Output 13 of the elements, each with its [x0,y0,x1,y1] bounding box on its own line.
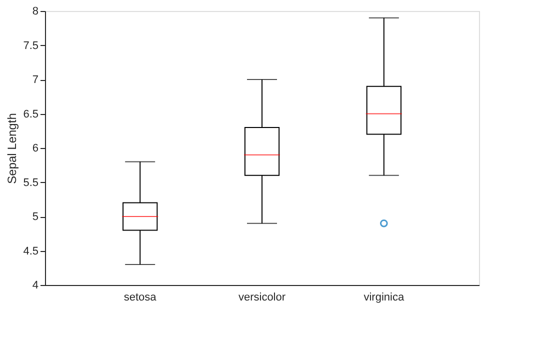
x-tick-label: setosa [124,292,158,304]
y-tick-label: 4 [32,280,38,292]
y-tick-label: 8 [32,6,38,18]
y-tick-label: 5 [32,211,38,223]
y-tick-label: 6.5 [23,108,38,120]
y-axis-title: Sepal Length [5,113,20,184]
x-tick-label: virginica [364,292,405,304]
y-tick-label: 7.5 [23,40,38,52]
y-tick-label: 7 [32,74,38,86]
y-tick-label: 4.5 [23,245,38,258]
y-tick-label: 5.5 [23,176,38,189]
x-tick-label: versicolor [238,292,286,304]
y-tick-label: 6 [32,142,38,154]
